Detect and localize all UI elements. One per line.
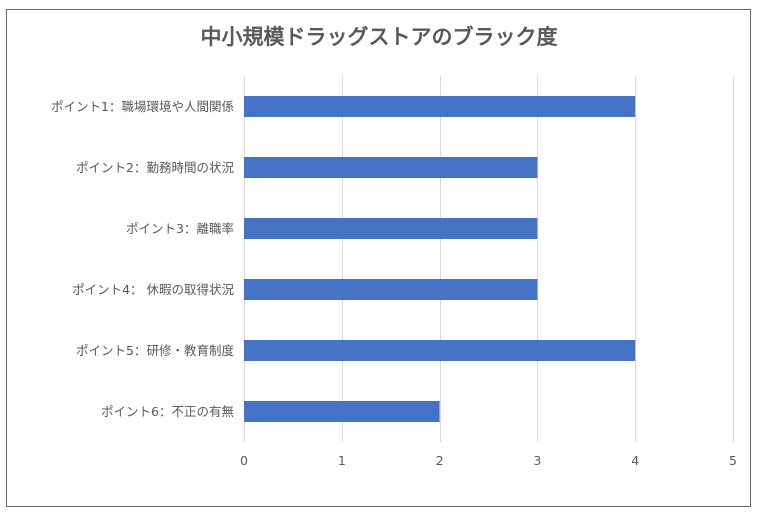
bar-2 xyxy=(244,157,538,178)
category-labels: ポイント1：職場環境や人間関係ポイント2：勤務時間の状況ポイント3：離職率ポイン… xyxy=(51,99,234,419)
category-label: ポイント5：研修・教育制度 xyxy=(76,343,234,358)
category-label: ポイント6：不正の有無 xyxy=(101,404,234,419)
x-tick-label: 3 xyxy=(533,453,541,468)
bar-3 xyxy=(244,218,538,239)
category-label: ポイント1：職場環境や人間関係 xyxy=(51,99,234,114)
x-axis-tick-labels: 0 1 2 3 4 5 xyxy=(240,453,737,468)
category-label: ポイント4： 休暇の取得状況 xyxy=(72,282,234,297)
grid-lines xyxy=(244,76,734,442)
x-tick-label: 0 xyxy=(240,453,248,468)
bar-4 xyxy=(244,279,538,300)
bar-5 xyxy=(244,340,636,361)
category-label: ポイント2：勤務時間の状況 xyxy=(76,160,234,175)
bar-chart: 中小規模ドラッグストアのブラック度 ポイント1：職場環境や人間関係ポイント2：勤… xyxy=(51,25,737,468)
x-tick-label: 4 xyxy=(631,453,639,468)
bar-6 xyxy=(244,401,440,422)
chart-title: 中小規模ドラッグストアのブラック度 xyxy=(201,25,558,49)
x-tick-label: 5 xyxy=(729,453,737,468)
bars xyxy=(244,96,636,422)
chart-frame: 中小規模ドラッグストアのブラック度 ポイント1：職場環境や人間関係ポイント2：勤… xyxy=(6,9,751,507)
bar-1 xyxy=(244,96,636,117)
category-label: ポイント3：離職率 xyxy=(126,221,234,236)
x-tick-label: 1 xyxy=(338,453,346,468)
x-tick-label: 2 xyxy=(436,453,444,468)
